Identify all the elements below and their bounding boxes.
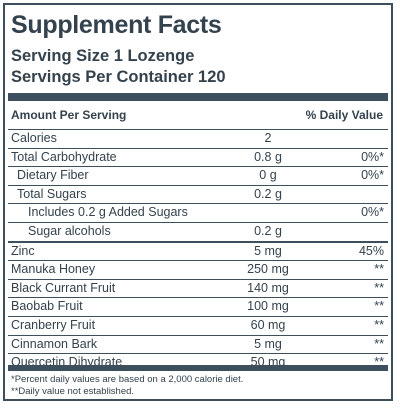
nutrient-name: Black Currant Fruit: [11, 280, 116, 295]
amount: 60 mg: [250, 317, 286, 332]
daily-value: **: [374, 299, 384, 314]
nutrient-row: Cinnamon Bark 5 mg **: [8, 334, 388, 354]
amount: 5 mg: [254, 336, 282, 351]
amount: 0.8 g: [254, 149, 282, 164]
nutrient-table: Calories 2 Total Carbohydrate 0.8 g 0%* Dieta…: [8, 129, 388, 372]
nutrient-name: Cinnamon Bark: [11, 336, 98, 351]
nutrient-name: Zinc: [11, 243, 35, 258]
servings-per-container: Servings Per Container 120: [11, 68, 226, 86]
divider: [8, 93, 388, 101]
daily-value: **: [374, 262, 384, 277]
nutrient-name: Total Carbohydrate: [11, 149, 117, 164]
nutrient-name: Calories: [11, 131, 57, 145]
nutrient-row: Zinc 5 mg 45%: [8, 240, 388, 261]
nutrient-row: Total Carbohydrate 0.8 g 0%*: [8, 147, 388, 167]
nutrient-row: Calories 2: [8, 129, 388, 148]
nutrient-name: Manuka Honey: [11, 262, 96, 277]
daily-value: 0%*: [361, 205, 384, 220]
footnote: **Daily value not established.: [11, 386, 135, 397]
amount: 250 mg: [247, 262, 289, 277]
daily-value-header: % Daily Value: [305, 108, 383, 122]
nutrient-name: Baobab Fruit: [11, 299, 83, 314]
daily-value: **: [374, 336, 384, 351]
daily-value: 0%*: [361, 149, 384, 164]
nutrient-name: Total Sugars: [17, 186, 87, 201]
nutrient-row: Includes 0.2 g Added Sugars 0%*: [8, 203, 388, 222]
nutrient-name: Includes 0.2 g Added Sugars: [28, 205, 188, 220]
nutrient-name: Dietary Fiber: [17, 168, 89, 183]
nutrient-row: Sugar alcohols 0.2 g: [8, 221, 388, 241]
daily-value: **: [374, 317, 384, 332]
amount: 0.2 g: [254, 223, 282, 238]
daily-value: **: [374, 280, 384, 295]
nutrient-row: Cranberry Fruit 60 mg **: [8, 315, 388, 335]
nutrient-row: Black Currant Fruit 140 mg **: [8, 278, 388, 298]
title: Supplement Facts: [11, 11, 222, 39]
amount: 2: [264, 131, 272, 145]
amount-header: Amount Per Serving: [11, 108, 127, 122]
nutrient-name: Cranberry Fruit: [11, 317, 96, 332]
nutrient-name: Sugar alcohols: [28, 223, 111, 238]
amount: 140 mg: [247, 280, 289, 295]
supplement-label: Supplement Facts Serving Size 1 Lozenge …: [3, 3, 393, 401]
nutrient-row: Manuka Honey 250 mg **: [8, 260, 388, 279]
nutrient-row: Baobab Fruit 100 mg **: [8, 297, 388, 316]
amount: 0.2 g: [254, 186, 282, 201]
daily-value: 0%*: [361, 168, 384, 183]
footnote: *Percent daily values are based on a 2,0…: [11, 374, 244, 385]
serving-size: Serving Size 1 Lozenge: [11, 47, 195, 65]
daily-value: 45%: [358, 243, 384, 258]
amount: 5 mg: [254, 243, 282, 258]
daily-value: **: [374, 355, 384, 370]
nutrient-row: Total Sugars 0.2 g: [8, 184, 388, 204]
amount: 0 g: [259, 168, 277, 183]
amount: 100 mg: [247, 299, 289, 314]
divider: [8, 365, 388, 371]
nutrient-row: Dietary Fiber 0 g 0%*: [8, 166, 388, 185]
